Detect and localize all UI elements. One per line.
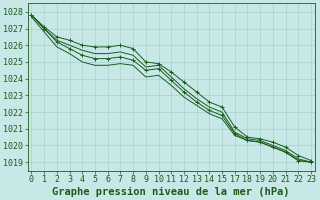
X-axis label: Graphe pression niveau de la mer (hPa): Graphe pression niveau de la mer (hPa)	[52, 186, 290, 197]
